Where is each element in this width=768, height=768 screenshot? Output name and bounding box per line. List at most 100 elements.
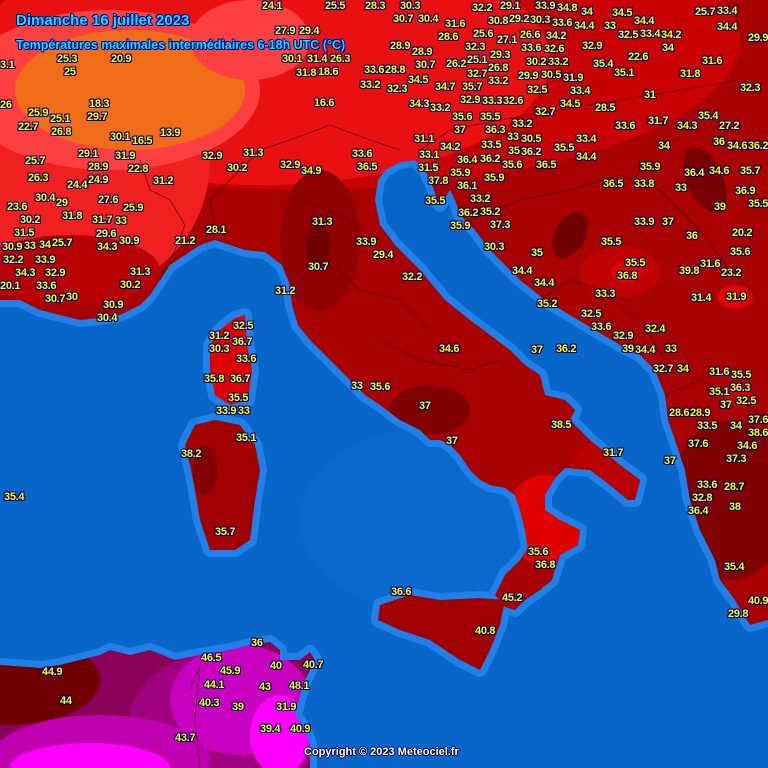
temperature-label: 34.5 [560,98,581,110]
temperature-label: 30.3 [530,14,551,26]
temperature-label: 30.4 [35,192,56,204]
temperature-label: 24.1 [262,0,283,12]
temperature-label: 33.9 [35,254,56,266]
temperature-label: 39 [622,343,634,355]
temperature-label: 33.4 [640,28,661,40]
temperature-label: 32.2 [472,2,493,14]
temperature-label: 34.4 [717,21,738,33]
temperature-label: 36.2 [458,207,479,219]
temperature-label: 33.9 [535,0,556,12]
temperature-label: 33 [604,20,616,32]
temperature-label: 25.3 [57,53,78,65]
temperature-label: 33.9 [216,405,237,417]
temperature-label: 35.4 [698,110,719,122]
temperature-label: 23.6 [7,201,28,213]
temperature-label: 33.6 [364,64,385,76]
temperature-label: 34.2 [661,29,682,41]
temperature-label: 33.6 [352,148,373,160]
temperature-label: 35.9 [450,220,471,232]
temperature-label: 28.5 [595,102,616,114]
temperature-label: 30.2 [526,56,547,68]
temperature-label: 29.6 [96,228,117,240]
temperature-label: 37.6 [688,438,709,450]
temperature-label: 33.6 [236,353,257,365]
temperature-label: 25.1 [467,54,488,66]
temperature-label: 36.2 [556,343,577,355]
temperature-label: 33.6 [591,321,612,333]
temperature-label: 36.5 [357,161,378,173]
temperature-label: 32.2 [3,254,24,266]
temperature-label: 29.1 [500,0,521,12]
temperature-label: 31.5 [418,162,439,174]
temperature-label: 32.5 [736,395,757,407]
temperature-label: 34.7 [435,81,456,93]
temperature-label: 37.6 [748,414,768,426]
temperature-label: 30.9 [2,241,23,253]
temperature-label: 25.6 [473,28,494,40]
temperature-label: 44 [60,695,72,707]
temperature-label: 35.5 [731,369,752,381]
temperature-label: 30.3 [400,0,421,12]
temperature-label: 32.9 [280,159,301,171]
temperature-label: 34.4 [634,15,655,27]
temperature-label: 29.9 [518,70,539,82]
temperature-label: 34.5 [408,74,429,86]
temperature-label: 35 [508,145,520,157]
temperature-label: 32.5 [581,308,602,320]
temperature-label: 33.2 [430,102,451,114]
temperature-label: 32.7 [653,363,674,375]
temperature-label: 33.2 [360,79,381,91]
temperature-label: 34.9 [301,165,322,177]
temperature-label: 35.5 [601,236,622,248]
temperature-label: 33.2 [488,75,509,87]
temperature-label: 35.5 [625,257,646,269]
temperature-label: 16.6 [314,97,335,109]
temperature-label: 27.6 [98,194,119,206]
temperature-label: 38.5 [551,419,572,431]
temperature-label: 20.9 [111,53,132,65]
temperature-label: 34.2 [546,30,567,42]
temperature-label: 36.4 [457,154,478,166]
temperature-label: 36.7 [232,336,253,348]
north-africa [0,642,315,768]
temperature-label: 31.4 [307,53,328,65]
temperature-label: 29 [56,197,68,209]
temperature-label: 36.4 [688,505,709,517]
temperature-label: 22.6 [628,51,649,63]
temperature-label: 29.7 [87,111,108,123]
temperature-label: 28.6 [669,407,690,419]
temperature-label: 25 [64,66,76,78]
temperature-label: 27.1 [497,34,518,46]
temperature-label: 30.2 [20,214,41,226]
temperature-label: 36 [251,637,263,649]
temperature-label: 32.4 [645,323,666,335]
temperature-label: 35.4 [4,491,25,503]
copyright: Copyright © 2023 Meteociel.fr [304,746,459,758]
temperature-label: 36.3 [730,382,751,394]
temperature-label: 24.4 [67,179,88,191]
temperature-label: 38.2 [181,448,202,460]
temperature-label: 31.9 [726,291,747,303]
temperature-label: 40.7 [303,659,324,671]
temperature-label: 35.4 [593,58,614,70]
temperature-label: 30.1 [110,131,131,143]
temperature-label: 28.7 [724,481,745,493]
temperature-label: 33.5 [481,139,502,151]
temperature-label: 35.9 [640,161,661,173]
temperature-label: 31.2 [275,285,296,297]
temperature-label: 31.8 [680,68,701,80]
temperature-label: 33.1 [419,149,440,161]
temperature-label: 31.7 [648,115,669,127]
temperature-label: 37.3 [490,219,511,231]
temperature-label: 35.6 [452,111,473,123]
temperature-label: 37.3 [726,453,747,465]
temperature-label: 38 [729,501,741,513]
temperature-label: 25.7 [695,6,716,18]
temperature-label: 18.6 [318,66,339,78]
temperature-label: 35.5 [480,111,501,123]
temperature-label: 32.9 [45,267,66,279]
temperature-label: 32.5 [233,320,254,332]
temperature-label: 34.4 [576,151,597,163]
temperature-label: 31.8 [62,210,83,222]
